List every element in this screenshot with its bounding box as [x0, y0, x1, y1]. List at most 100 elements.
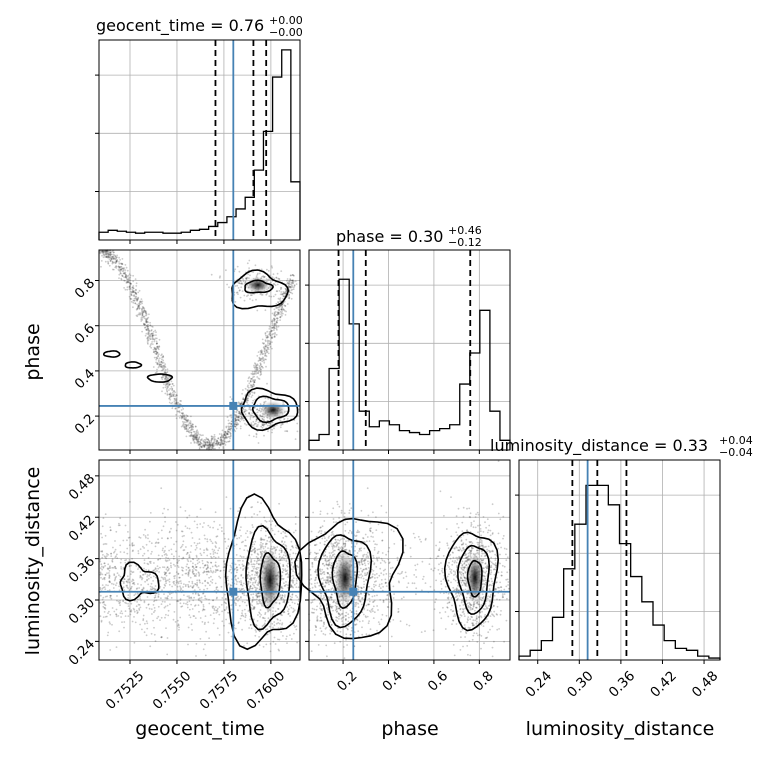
sample-point: [253, 373, 255, 375]
sample-point: [226, 433, 228, 435]
sample-point: [253, 384, 255, 386]
sample-point: [191, 581, 193, 583]
sample-point: [256, 567, 258, 569]
sample-point: [154, 610, 156, 612]
sample-point: [188, 595, 190, 597]
sample-point: [250, 561, 252, 563]
sample-point: [230, 584, 232, 586]
sample-point: [156, 357, 158, 359]
sample-point: [373, 584, 375, 586]
sample-point: [174, 398, 176, 400]
sample-point: [260, 537, 262, 539]
sample-point: [120, 576, 122, 578]
sample-point: [280, 424, 282, 426]
sample-point: [330, 567, 332, 569]
sample-point: [170, 565, 172, 567]
sample-point: [146, 338, 148, 340]
sample-point: [171, 597, 173, 599]
sample-point: [245, 388, 247, 390]
sample-point: [249, 407, 251, 409]
sample-point: [183, 540, 185, 542]
sample-point: [253, 543, 255, 545]
sample-point: [230, 605, 232, 607]
sample-point: [100, 602, 102, 604]
sample-point: [182, 570, 184, 572]
sample-point: [136, 304, 138, 306]
sample-point: [165, 606, 167, 608]
sample-point: [111, 258, 113, 260]
sample-point: [329, 552, 331, 554]
sample-point: [110, 529, 112, 531]
sample-point: [127, 275, 129, 277]
sample-point: [129, 296, 131, 298]
sample-point: [234, 576, 236, 578]
sample-point: [285, 314, 287, 316]
sample-point: [259, 378, 261, 380]
sample-point: [139, 598, 141, 600]
sample-point: [271, 432, 273, 434]
sample-point: [350, 610, 352, 612]
sample-point: [240, 567, 242, 569]
sample-point: [310, 574, 312, 576]
sample-point: [158, 348, 160, 350]
sample-point: [251, 516, 253, 518]
sample-point: [115, 584, 117, 586]
sample-point: [141, 317, 143, 319]
sample-point: [147, 596, 149, 598]
sample-point: [324, 634, 326, 636]
sample-point: [289, 605, 291, 607]
sample-point: [292, 582, 294, 584]
sample-point: [114, 257, 116, 259]
sample-point: [218, 556, 220, 558]
sample-point: [222, 447, 224, 449]
sample-point: [285, 638, 287, 640]
sample-point: [238, 403, 240, 405]
sample-point: [153, 611, 155, 613]
sample-point: [107, 612, 109, 614]
sample-point: [270, 335, 272, 337]
sample-point: [203, 571, 205, 573]
sample-point: [283, 305, 285, 307]
sample-point: [100, 533, 102, 535]
sample-point: [111, 598, 113, 600]
sample-point: [198, 579, 200, 581]
sample-point: [161, 617, 163, 619]
sample-point: [160, 355, 162, 357]
sample-point: [229, 569, 231, 571]
sample-point: [225, 598, 227, 600]
sample-point: [104, 611, 106, 613]
sample-point: [172, 395, 174, 397]
sample-point: [186, 573, 188, 575]
sample-point: [288, 529, 290, 531]
sample-point: [132, 621, 134, 623]
sample-point: [193, 568, 195, 570]
scatter-geocent-phase: [99, 249, 300, 450]
sample-point: [123, 280, 125, 282]
sample-point: [253, 618, 255, 620]
sample-point: [266, 543, 268, 545]
sample-point: [312, 566, 314, 568]
sample-point: [314, 544, 316, 546]
sample-point: [201, 602, 203, 604]
sample-point: [250, 559, 252, 561]
sample-point: [260, 546, 262, 548]
sample-point: [161, 589, 163, 591]
sample-point: [292, 552, 294, 554]
sample-point: [188, 425, 190, 427]
sample-point: [182, 557, 184, 559]
contour-arc-3: [104, 351, 120, 357]
sample-point: [150, 347, 152, 349]
sample-point: [187, 596, 189, 598]
sample-point: [186, 569, 188, 571]
sample-point: [379, 623, 381, 625]
sample-point: [212, 579, 214, 581]
sample-point: [126, 585, 128, 587]
sample-point: [213, 553, 215, 555]
sample-point: [254, 371, 256, 373]
sample-point: [193, 615, 195, 617]
sample-point: [123, 578, 125, 580]
sample-point: [119, 517, 121, 519]
sample-point: [321, 530, 323, 532]
sample-point: [213, 521, 215, 523]
sample-point: [204, 564, 206, 566]
